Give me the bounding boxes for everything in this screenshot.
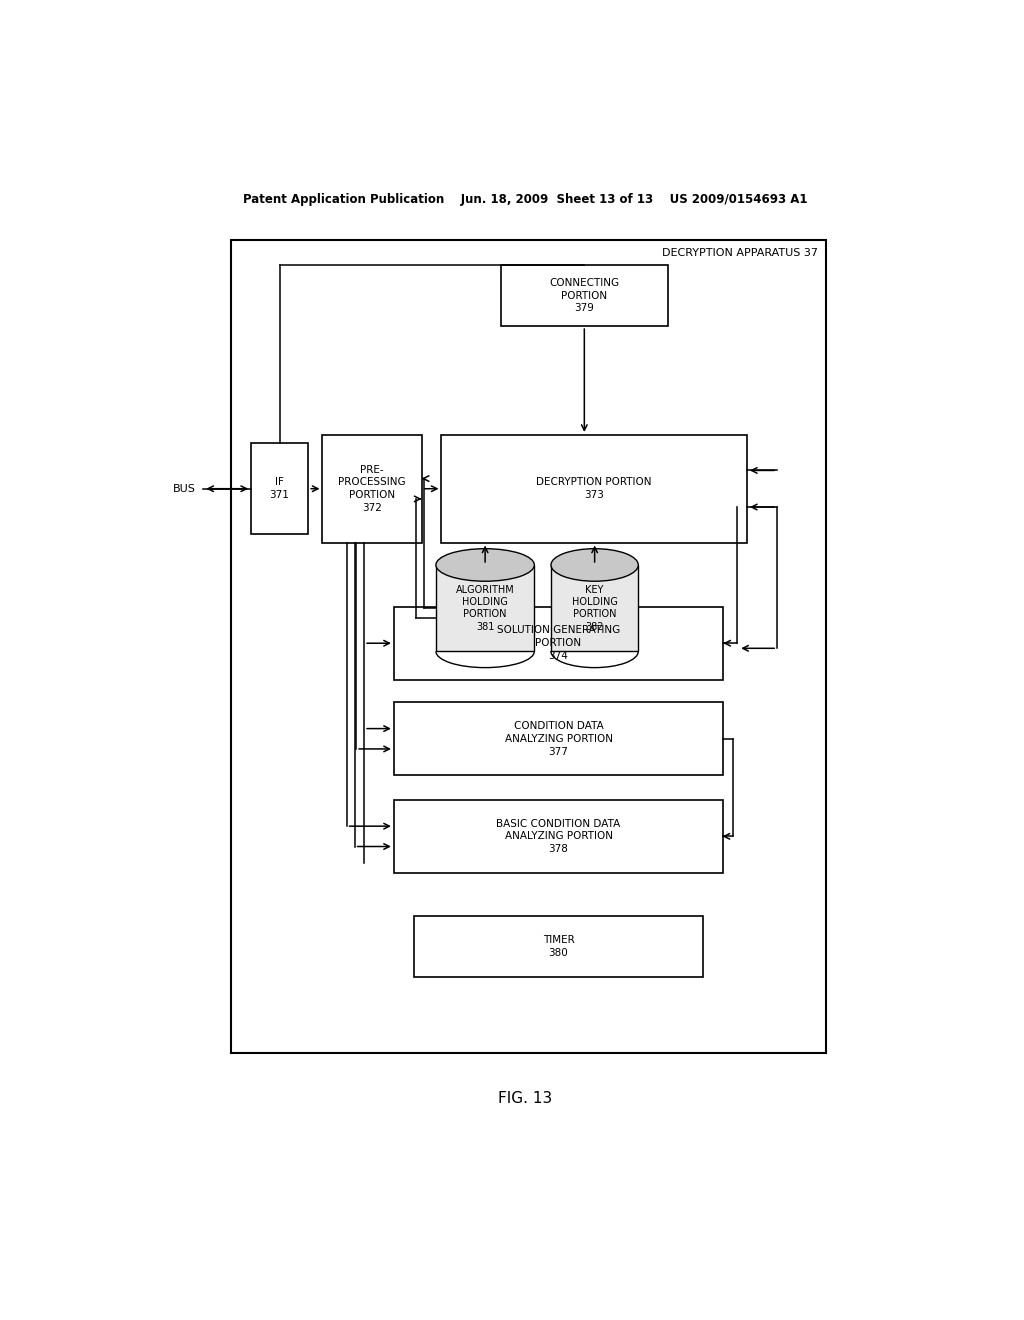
Ellipse shape [436,549,535,581]
Bar [394,702,723,775]
Text: TIMER
380: TIMER 380 [543,935,574,957]
Bar [251,444,308,535]
Text: BUS: BUS [173,483,196,494]
Bar [394,800,723,873]
Text: FIG. 13: FIG. 13 [498,1092,552,1106]
Text: DECRYPTION PORTION
373: DECRYPTION PORTION 373 [537,478,652,500]
Text: Patent Application Publication    Jun. 18, 2009  Sheet 13 of 13    US 2009/01546: Patent Application Publication Jun. 18, … [243,193,807,206]
Ellipse shape [551,549,638,581]
Text: PRE-
PROCESSING
PORTION
372: PRE- PROCESSING PORTION 372 [338,465,406,513]
Text: CONDITION DATA
ANALYZING PORTION
377: CONDITION DATA ANALYZING PORTION 377 [505,721,612,756]
Bar [414,916,703,977]
Bar [323,434,422,543]
Bar [551,565,638,651]
Bar [231,240,826,1053]
Bar [441,434,748,543]
Text: SOLUTION GENERATING
PORTION
374: SOLUTION GENERATING PORTION 374 [497,626,621,661]
Bar [501,265,668,326]
Text: ALGORITHM
HOLDING
PORTION
381: ALGORITHM HOLDING PORTION 381 [456,585,514,632]
Bar [436,565,535,651]
Bar [394,607,723,680]
Text: BASIC CONDITION DATA
ANALYZING PORTION
378: BASIC CONDITION DATA ANALYZING PORTION 3… [497,818,621,854]
Text: KEY
HOLDING
PORTION
382: KEY HOLDING PORTION 382 [571,585,617,632]
Text: DECRYPTION APPARATUS 37: DECRYPTION APPARATUS 37 [663,248,818,257]
Text: IF
371: IF 371 [269,478,290,500]
Text: CONNECTING
PORTION
379: CONNECTING PORTION 379 [549,277,620,313]
